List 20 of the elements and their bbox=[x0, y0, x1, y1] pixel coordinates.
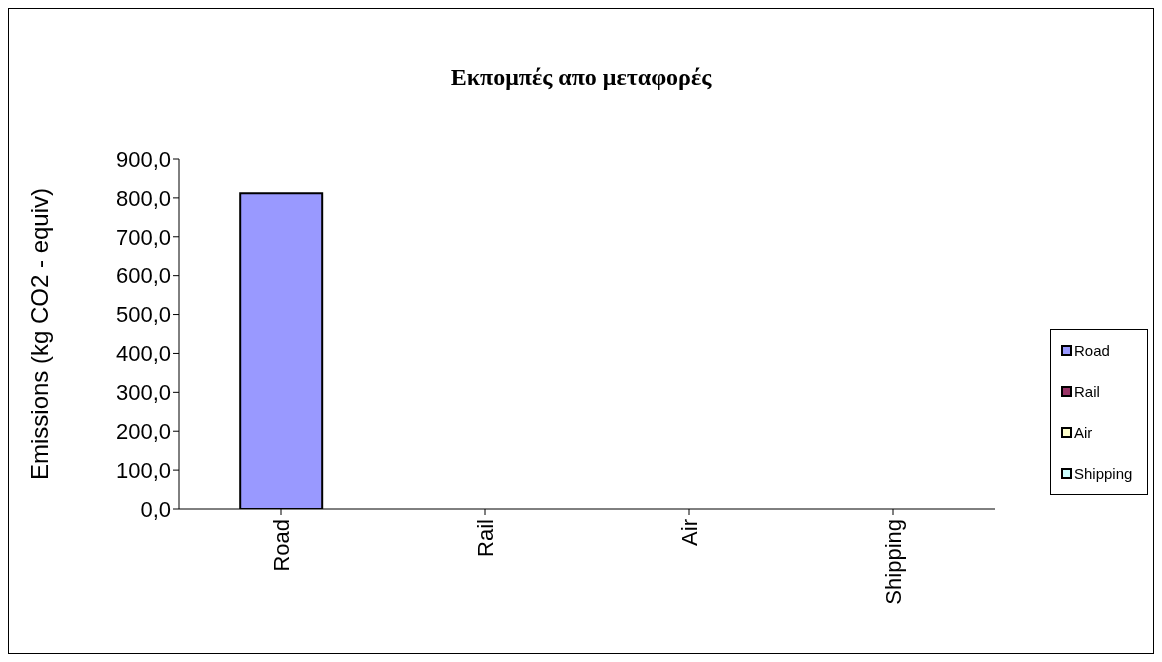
x-tick-label: Air bbox=[676, 519, 702, 546]
x-tick-label: Rail bbox=[472, 519, 498, 557]
y-tick-label: 300,0 bbox=[115, 380, 171, 406]
legend-label: Road bbox=[1074, 342, 1110, 359]
y-tick-label: 800,0 bbox=[115, 185, 171, 211]
y-tick-label: 700,0 bbox=[115, 224, 171, 250]
y-tick-label: 400,0 bbox=[115, 341, 171, 367]
y-tick-label: 600,0 bbox=[115, 263, 171, 289]
y-tick-label: 200,0 bbox=[115, 419, 171, 445]
chart-title: Εκπομπές απο μεταφορές bbox=[449, 64, 713, 91]
legend-label: Shipping bbox=[1074, 465, 1133, 482]
legend-label: Air bbox=[1074, 424, 1093, 441]
y-tick-label: 500,0 bbox=[115, 302, 171, 328]
y-axis-title: Emissions (kg CO2 - equiv) bbox=[25, 187, 53, 481]
x-tick-label: Shipping bbox=[880, 519, 906, 605]
y-tick-label: 100,0 bbox=[115, 457, 171, 483]
y-tick-label: 900,0 bbox=[115, 146, 171, 172]
legend-label: Rail bbox=[1074, 383, 1100, 400]
y-tick-label: 0,0 bbox=[140, 496, 171, 522]
x-tick-label: Road bbox=[268, 519, 294, 572]
